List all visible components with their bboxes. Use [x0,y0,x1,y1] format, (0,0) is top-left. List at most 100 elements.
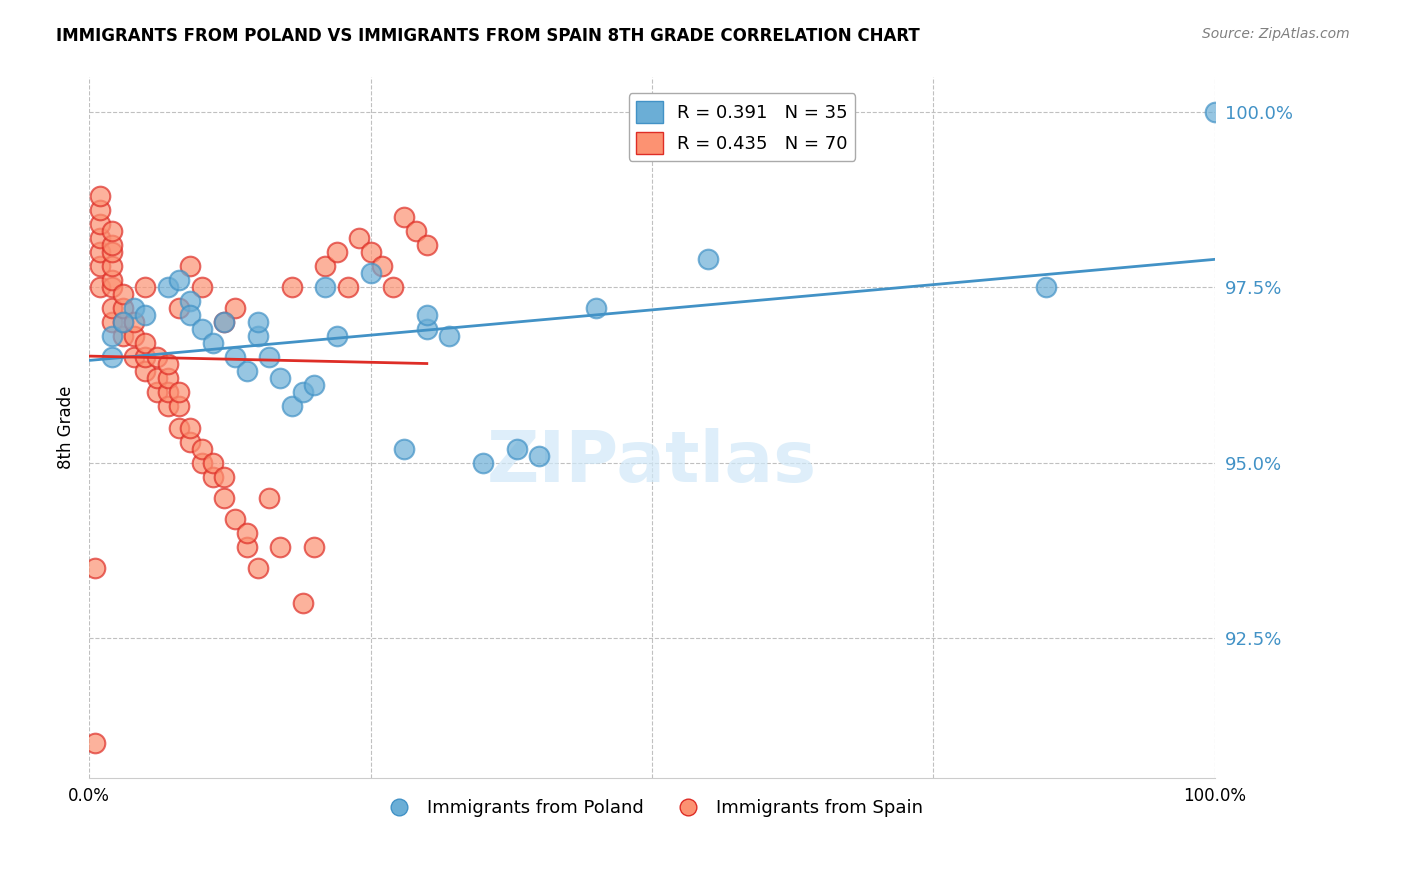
Point [224,301,246,316]
Point [100,329,122,343]
Point [212,316,235,330]
Point [201,469,224,483]
Point [156,385,179,400]
Point [416,322,439,336]
Point [416,238,439,252]
Text: IMMIGRANTS FROM POLAND VS IMMIGRANTS FROM SPAIN 8TH GRADE CORRELATION CHART: IMMIGRANTS FROM POLAND VS IMMIGRANTS FRO… [56,27,920,45]
Point [134,351,156,365]
Point [89,280,111,294]
Point [89,245,111,260]
Point [83,735,105,749]
Point [405,224,427,238]
Point [156,371,179,385]
Point [269,540,291,554]
Point [302,378,325,392]
Point [224,511,246,525]
Y-axis label: 8th Grade: 8th Grade [58,386,75,469]
Point [291,385,314,400]
Point [235,540,257,554]
Point [100,316,122,330]
Point [145,371,167,385]
Point [111,329,134,343]
Point [179,294,201,309]
Point [349,231,371,245]
Point [156,400,179,414]
Point [100,280,122,294]
Point [83,560,105,574]
Point [100,301,122,316]
Point [235,525,257,540]
Point [360,245,382,260]
Legend: Immigrants from Poland, Immigrants from Spain: Immigrants from Poland, Immigrants from … [374,792,929,824]
Point [212,491,235,505]
Text: ZIPatlas: ZIPatlas [486,428,817,497]
Point [472,456,495,470]
Point [697,252,720,267]
Point [167,273,190,287]
Point [269,371,291,385]
Point [280,280,302,294]
Point [100,224,122,238]
Point [246,316,269,330]
Point [167,385,190,400]
Point [314,260,336,274]
Point [134,280,156,294]
Point [190,456,212,470]
Point [314,280,336,294]
Point [1204,105,1226,120]
Point [167,420,190,434]
Point [439,329,461,343]
Point [212,316,235,330]
Point [145,385,167,400]
Point [190,322,212,336]
Point [326,329,349,343]
Text: Source: ZipAtlas.com: Source: ZipAtlas.com [1202,27,1350,41]
Point [246,560,269,574]
Point [100,245,122,260]
Point [371,260,394,274]
Point [89,218,111,232]
Point [100,238,122,252]
Point [337,280,360,294]
Point [134,309,156,323]
Point [179,434,201,449]
Point [167,301,190,316]
Point [235,364,257,378]
Point [224,351,246,365]
Point [506,442,529,456]
Point [167,400,190,414]
Point [326,245,349,260]
Point [111,316,134,330]
Point [89,260,111,274]
Point [179,420,201,434]
Point [190,280,212,294]
Point [280,400,302,414]
Point [111,287,134,301]
Point [529,449,551,463]
Point [145,351,167,365]
Point [134,336,156,351]
Point [212,469,235,483]
Point [100,273,122,287]
Point [122,329,145,343]
Point [111,301,134,316]
Point [416,309,439,323]
Point [257,491,280,505]
Point [382,280,405,294]
Point [394,442,416,456]
Point [585,301,607,316]
Point [122,316,145,330]
Point [156,358,179,372]
Point [89,231,111,245]
Point [246,329,269,343]
Point [179,309,201,323]
Point [134,364,156,378]
Point [201,336,224,351]
Point [89,203,111,218]
Point [100,351,122,365]
Point [122,301,145,316]
Point [100,260,122,274]
Point [257,351,280,365]
Point [302,540,325,554]
Point [122,351,145,365]
